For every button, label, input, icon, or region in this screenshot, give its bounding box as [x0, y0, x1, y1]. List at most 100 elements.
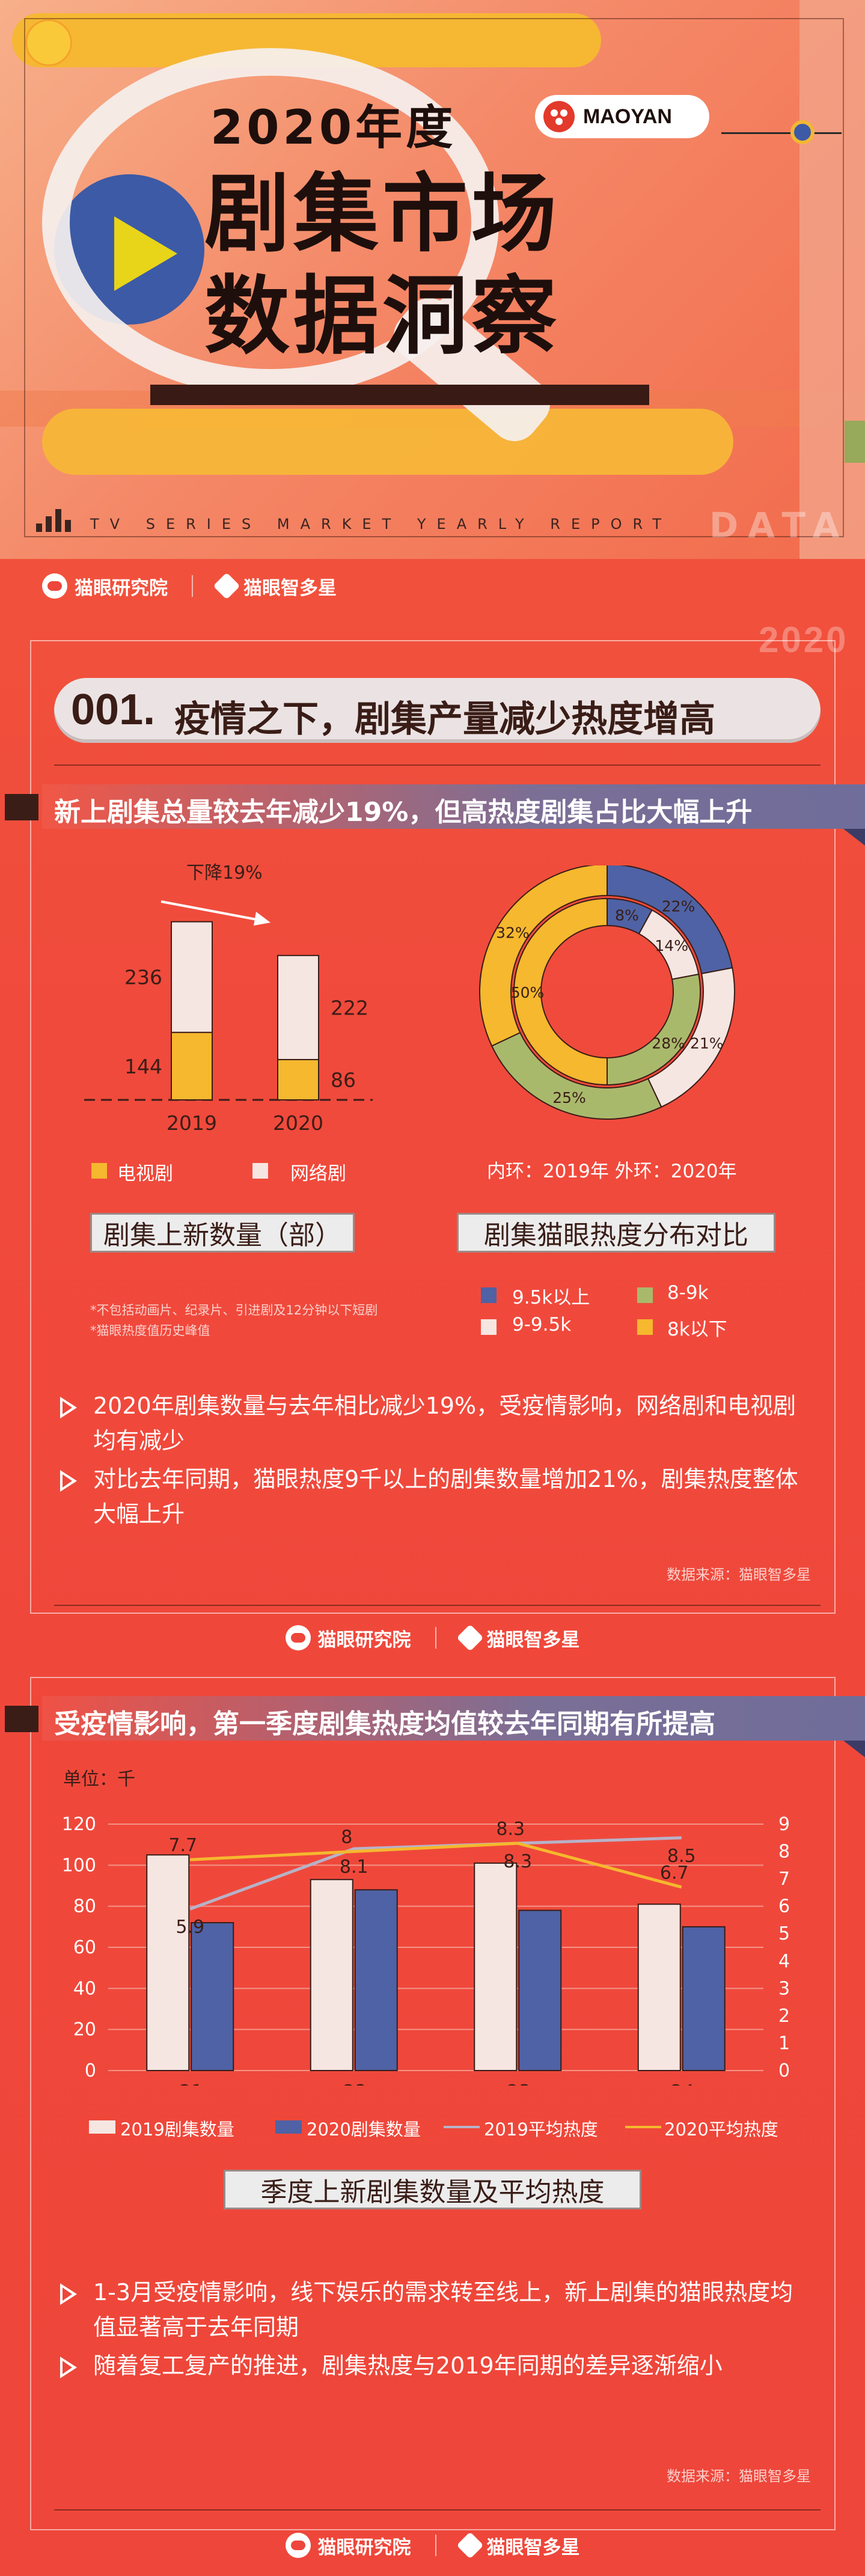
footnote-2: *猫眼热度值历史峰值: [90, 1323, 210, 1338]
legend-label-8-9k: 8-9k: [667, 1282, 709, 1304]
donut-slice-ring0-8k以下: [513, 897, 608, 1086]
line-label-0-Q1: 5.9: [176, 1917, 204, 1938]
legend-label-web: 网络剧: [290, 1163, 346, 1185]
y-left-tick-100: 100: [62, 1855, 96, 1876]
brand-row-middle: 猫眼研究院 猫眼智多星: [0, 1611, 865, 1665]
y-left-tick-60: 60: [73, 1937, 96, 1958]
y-right-tick-9: 9: [778, 1814, 790, 1835]
legend-label-2020-heat: 2020平均热度: [664, 2119, 778, 2140]
section2-card: [30, 1677, 836, 2530]
x-tick-Q1: Q1: [177, 2081, 203, 2086]
hero-frame: [24, 18, 844, 537]
legend-swatch-tv: [91, 1163, 107, 1179]
section1-bullet-2-text: 对比去年同期，猫眼热度9千以上的剧集数量增加21%，剧集热度整体大幅上升: [93, 1466, 798, 1527]
decline-arrow-line: [160, 900, 264, 922]
maoyan-logo-icon: [543, 101, 575, 132]
bar-chart-caption: 剧集上新数量（部）: [90, 1213, 355, 1253]
y-left-tick-20: 20: [73, 2019, 96, 2040]
line-label-1-Q1: 7.7: [168, 1835, 197, 1856]
star-logo-icon: [213, 572, 240, 600]
legend-label-8k: 8k以下: [667, 1319, 727, 1340]
section2-bottom-line: [54, 2509, 821, 2510]
brand-platform: 猫眼智多星: [213, 572, 337, 600]
decline-annotation: 下降19%: [186, 862, 263, 884]
section2-bullet-1-text: 1-3月受疫情影响，线下娱乐的需求转至线上，新上剧集的猫眼热度均值显著高于去年同…: [93, 2279, 793, 2340]
legend-label-95k: 9.5k以上: [512, 1287, 590, 1308]
bar-2020-Q3: [518, 1909, 562, 2071]
brand-research: 猫眼研究院: [42, 573, 168, 600]
decline-arrow-head: [254, 912, 271, 926]
legend-swatch-8-9k: [637, 1287, 653, 1303]
y-right-tick-5: 5: [778, 1923, 790, 1944]
ring-note: 内环：2019年 外环：2020年: [487, 1161, 737, 1182]
donut-label-ring0-0: 8%: [615, 907, 639, 924]
section1-bullet-2: 对比去年同期，猫眼热度9千以上的剧集数量增加21%，剧集热度整体大幅上升: [60, 1462, 799, 1531]
section2-bullet-2: 随着复工复产的推进，剧集热度与2019年同期的差异逐渐缩小: [60, 2348, 799, 2383]
y-right-tick-0: 0: [778, 2060, 790, 2081]
x-tick-2020: 2020: [273, 1111, 323, 1135]
maoyan-badge: MAOYAN: [535, 95, 709, 138]
y-right-tick-6: 6: [778, 1896, 790, 1917]
bar-2019-Q4: [637, 1903, 681, 2071]
line-2020平均热度: [190, 1842, 682, 1889]
hero-dark-strip: [150, 385, 649, 405]
y-left-tick-40: 40: [73, 1978, 96, 1999]
bar-2020-Q1: [191, 1922, 234, 2071]
bar-web-2019: [171, 921, 213, 1033]
legend-label-2020-count: 2020剧集数量: [307, 2119, 421, 2140]
section1-bottom-line: [54, 1605, 821, 1606]
section1-bullet-1-text: 2020年剧集数量与去年相比减少19%，受疫情影响，网络剧和电视剧均有减少: [93, 1393, 796, 1454]
report-subtitle-en: TV SERIES MARKET YEARLY REPORT: [90, 516, 673, 533]
line-label-0-Q2: 8.1: [340, 1857, 368, 1878]
section1-banner-text: 新上剧集总量较去年减少19%，但高热度剧集占比大幅上升: [54, 797, 753, 828]
legend-swatch-2020-count: [275, 2120, 302, 2134]
brand-research-2: 猫眼研究院: [285, 1625, 411, 1652]
brand-platform-3: 猫眼智多星: [456, 2532, 580, 2559]
combo-chart-caption: 季度上新剧集数量及平均热度: [224, 2170, 641, 2209]
section2-banner: 受疫情影响，第一季度剧集热度均值较去年同期有所提高: [0, 1696, 865, 1757]
x-tick-Q3: Q3: [505, 2081, 531, 2086]
hero-green-block: [845, 421, 865, 463]
x-tick-2019: 2019: [167, 1111, 217, 1135]
legend-swatch-8k: [637, 1319, 653, 1335]
bar-2020-Q4: [682, 1926, 726, 2071]
line-label-1-Q2: 8: [341, 1827, 352, 1848]
legend-swatch-95k: [481, 1287, 497, 1303]
legend-label-9-95k: 9-9.5k: [512, 1314, 572, 1335]
y-right-tick-1: 1: [778, 2033, 790, 2054]
section1-bullet-1: 2020年剧集数量与去年相比减少19%，受疫情影响，网络剧和电视剧均有减少: [60, 1388, 799, 1458]
donut-chart-caption: 剧集猫眼热度分布对比: [457, 1213, 775, 1253]
y-right-tick-3: 3: [778, 1978, 790, 1999]
bullet-arrow-icon: [60, 2283, 77, 2305]
quarterly-combo-chart: 0 20 40 60 80 100 120 0 1 2 3 4 5 6 7 8 9 Q1 Q2 Q3 Q4 5.9 8.1 8…: [62, 1814, 790, 2086]
cat-logo-icon: [285, 1625, 311, 1650]
donut-label-ring0-3: 50%: [511, 984, 545, 1001]
section1-banner: 新上剧集总量较去年减少19%，但高热度剧集占比大幅上升: [0, 784, 865, 846]
maoyan-badge-text: MAOYAN: [583, 105, 672, 128]
hero-dot-marker: [790, 120, 815, 144]
brand-platform-label-3: 猫眼智多星: [486, 2536, 580, 2559]
section1-banner-bar: [42, 784, 865, 846]
bar-2020-Q2: [354, 1889, 398, 2071]
hero-line: [721, 132, 842, 134]
section2-bullet-1: 1-3月受疫情影响，线下娱乐的需求转至线上，新上剧集的猫眼热度均值显著高于去年同…: [60, 2275, 799, 2345]
legend-label-2019-count: 2019剧集数量: [120, 2119, 234, 2140]
bar-2019-Q2: [310, 1879, 353, 2071]
star-logo-icon: [456, 2532, 484, 2559]
label-web-2020: 222: [331, 996, 368, 1019]
brand-divider: [192, 575, 193, 597]
donut-slice-ring1-8k以下: [479, 865, 608, 1047]
line-label-0-Q3: 8.3: [503, 1851, 532, 1872]
donut-label-ring1-1: 21%: [690, 1034, 724, 1052]
new-series-bar-chart: 2019 144 236 2020 86 222 下降19%: [84, 862, 373, 1135]
brand-platform-label: 猫眼智多星: [243, 577, 337, 599]
legend-swatch-2020-heat: [625, 2126, 661, 2128]
section1-divider: [54, 765, 821, 766]
brand-divider: [435, 2535, 436, 2556]
bullet-arrow-icon: [60, 2357, 77, 2378]
brand-row-top: 猫眼研究院 猫眼智多星: [0, 559, 865, 613]
hero-right-panel: [799, 0, 865, 559]
label-tv-2020: 86: [331, 1068, 356, 1091]
brand-research-label-2: 猫眼研究院: [317, 1629, 411, 1651]
